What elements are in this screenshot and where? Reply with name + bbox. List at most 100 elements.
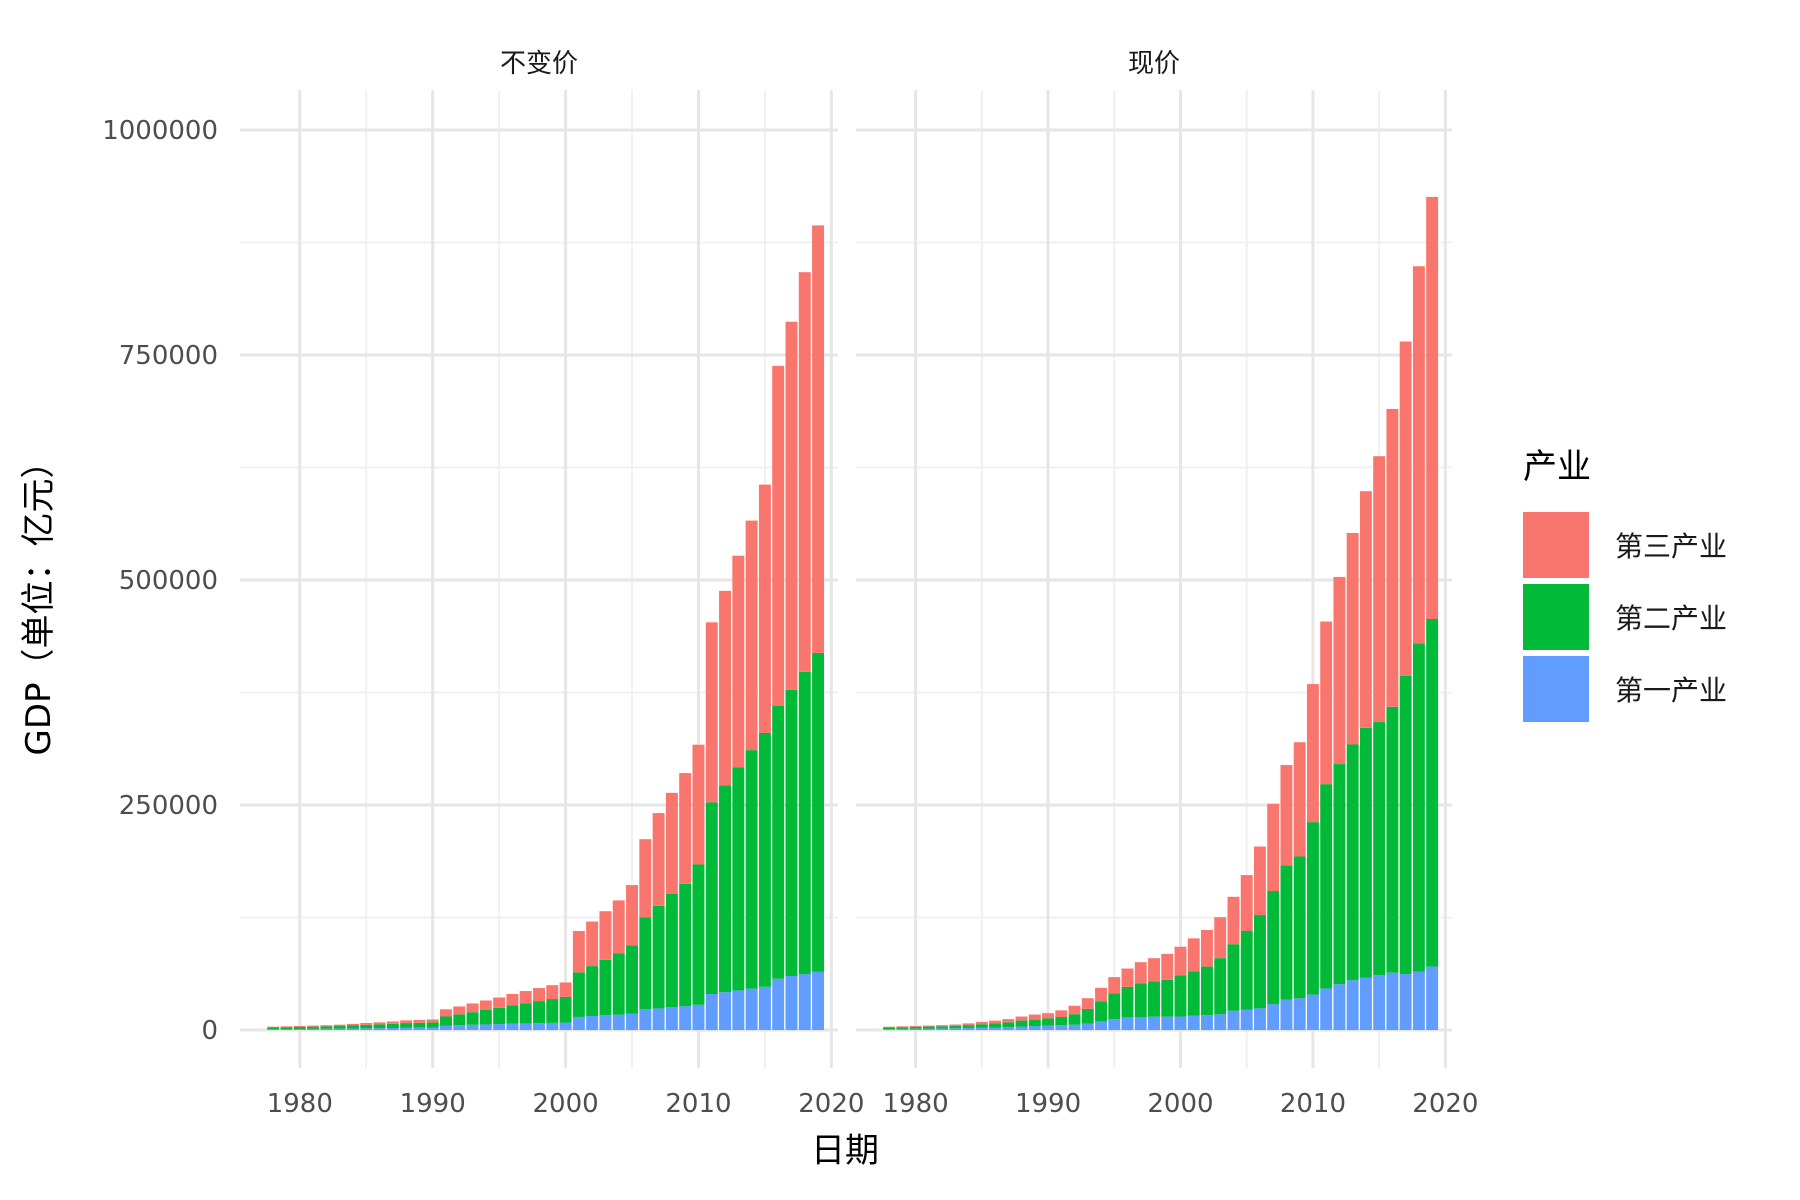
bar-primary-2012	[1333, 984, 1346, 1030]
bar-tertiary-2002	[586, 921, 599, 967]
y-axis-title: GDP（单位：亿元）	[19, 444, 59, 755]
bar-primary-1978	[267, 1029, 280, 1030]
bar-primary-2005	[626, 1013, 639, 1030]
bar-primary-1996	[1121, 1017, 1134, 1030]
bar-secondary-2001	[572, 972, 585, 1017]
bar-secondary-2013	[1346, 744, 1359, 981]
bar-tertiary-1978	[883, 1026, 896, 1028]
x-tick-label: 2010	[1280, 1089, 1346, 1119]
bar-tertiary-1999	[546, 985, 559, 1000]
bar-secondary-1990	[1042, 1018, 1055, 1026]
x-tick-label: 1990	[400, 1089, 466, 1119]
bar-tertiary-1994	[1095, 987, 1107, 1002]
bar-secondary-2014	[1359, 727, 1372, 978]
bar-tertiary-2005	[626, 885, 639, 946]
bar-tertiary-2000	[559, 982, 572, 997]
bar-tertiary-2010	[1306, 684, 1319, 823]
bar-secondary-1988	[400, 1023, 413, 1028]
bar-secondary-2016	[772, 706, 785, 979]
bar-tertiary-1997	[519, 991, 532, 1004]
bar-primary-2006	[1253, 1008, 1266, 1030]
bar-secondary-1993	[1081, 1008, 1094, 1024]
x-tick-label: 2020	[798, 1089, 864, 1119]
bar-primary-2010	[692, 1004, 705, 1030]
bar-primary-1998	[1148, 1016, 1160, 1030]
bar-primary-2013	[732, 990, 745, 1030]
bar-tertiary-2007	[1267, 803, 1280, 892]
bar-tertiary-1993	[466, 1003, 479, 1013]
bar-tertiary-2007	[652, 813, 665, 906]
bar-primary-1994	[1095, 1021, 1107, 1030]
bar-primary-2005	[1240, 1009, 1253, 1030]
bar-primary-1986	[989, 1027, 1002, 1030]
bar-tertiary-1983	[949, 1024, 962, 1026]
bar-primary-1996	[506, 1023, 519, 1030]
bar-secondary-2001	[1187, 971, 1200, 1016]
bar-secondary-1991	[1055, 1017, 1068, 1026]
bar-tertiary-1989	[1028, 1014, 1041, 1020]
bar-primary-2013	[1346, 980, 1359, 1030]
bar-primary-1981	[922, 1028, 935, 1030]
bar-secondary-1987	[386, 1023, 399, 1029]
bar-secondary-2012	[719, 785, 732, 993]
bar-primary-1999	[546, 1022, 559, 1030]
y-axis: 0 250000 500000 750000 1000000	[102, 116, 218, 1046]
bar-tertiary-1979	[896, 1026, 909, 1028]
bar-tertiary-2019	[1426, 196, 1439, 619]
bar-primary-2009	[679, 1006, 692, 1030]
bar-tertiary-1990	[426, 1019, 439, 1023]
bar-secondary-1986	[373, 1024, 386, 1029]
bar-primary-2016	[1386, 972, 1399, 1030]
bar-primary-1992	[453, 1025, 466, 1030]
bar-primary-1997	[1134, 1017, 1147, 1030]
bar-tertiary-2009	[1293, 742, 1306, 857]
bar-secondary-2008	[1280, 865, 1293, 1000]
bar-secondary-1992	[453, 1014, 466, 1026]
bar-secondary-1987	[1002, 1022, 1015, 1028]
bar-primary-2003	[1214, 1014, 1227, 1030]
bar-tertiary-1981	[922, 1025, 935, 1027]
bar-tertiary-2019	[812, 225, 825, 653]
bar-primary-1993	[1081, 1023, 1094, 1030]
bar-primary-1990	[1042, 1025, 1055, 1030]
bar-primary-1978	[883, 1029, 896, 1030]
bar-tertiary-1984	[346, 1023, 359, 1026]
bar-tertiary-2017	[785, 321, 798, 690]
bar-primary-1983	[333, 1028, 346, 1030]
bar-tertiary-2002	[1201, 929, 1213, 967]
bar-primary-2000	[1174, 1016, 1187, 1030]
bar-secondary-1984	[346, 1025, 359, 1029]
bar-primary-2017	[785, 976, 798, 1030]
bar-tertiary-1993	[1081, 998, 1094, 1009]
bar-tertiary-2013	[1346, 532, 1359, 745]
bar-secondary-2002	[586, 966, 599, 1017]
bar-secondary-2011	[705, 802, 718, 994]
bar-primary-2014	[1359, 977, 1372, 1030]
bar-primary-2018	[1412, 971, 1425, 1030]
bar-tertiary-2014	[745, 520, 758, 751]
bar-secondary-1981	[307, 1026, 320, 1029]
bar-primary-2002	[586, 1016, 599, 1030]
bar-tertiary-2006	[639, 839, 652, 918]
bar-secondary-1988	[1015, 1020, 1028, 1027]
bar-secondary-2006	[1253, 915, 1266, 1009]
legend-label: 第一产业	[1615, 674, 1727, 707]
bar-primary-2011	[1320, 988, 1333, 1030]
bar-secondary-2009	[679, 883, 692, 1007]
bar-secondary-1989	[1028, 1019, 1041, 1027]
bar-secondary-2019	[812, 652, 825, 972]
bar-secondary-2004	[1227, 944, 1240, 1011]
bar-primary-1997	[519, 1023, 532, 1030]
bar-primary-1995	[493, 1024, 506, 1030]
panel-title-current-price: 现价	[1128, 49, 1180, 79]
bar-primary-2002	[1201, 1015, 1213, 1030]
y-tick-label: 1000000	[102, 116, 218, 146]
bar-primary-2017	[1399, 974, 1412, 1030]
bar-tertiary-2010	[692, 744, 705, 865]
x-tick-label: 1980	[883, 1089, 949, 1119]
bar-secondary-1989	[413, 1022, 426, 1028]
bar-tertiary-1981	[307, 1025, 320, 1027]
bar-secondary-2011	[1320, 784, 1333, 989]
bar-primary-2003	[599, 1015, 612, 1030]
bar-primary-2010	[1306, 994, 1319, 1030]
